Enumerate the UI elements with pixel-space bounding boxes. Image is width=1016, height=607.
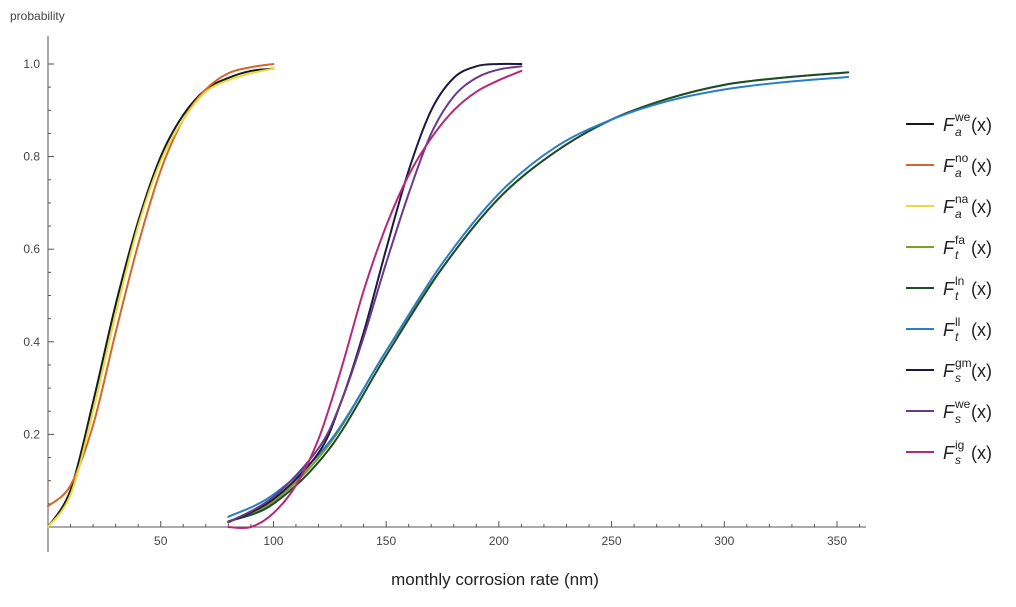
y-tick-label: 0.6 — [23, 242, 40, 256]
x-axis-title: monthly corrosion rate (nm) — [391, 570, 599, 589]
legend-label-sup: ln — [955, 274, 964, 288]
series-line-s-we — [227, 65, 523, 524]
x-tick-label: 50 — [154, 534, 168, 548]
legend-label-base: F — [943, 320, 955, 340]
x-tick-label: 300 — [714, 534, 734, 548]
x-tick-label: 150 — [376, 534, 396, 548]
legend-label-arg: (x) — [971, 115, 992, 135]
legend-label-base: F — [943, 443, 955, 463]
legend-label-base: F — [943, 402, 955, 422]
series-line-t-ll — [227, 75, 850, 518]
legend-label-sub: a — [955, 166, 962, 180]
series-line-a-no — [47, 63, 275, 508]
legend-label-arg: (x) — [971, 443, 992, 463]
series-line-t-fa — [227, 71, 850, 523]
legend-label-sub: s — [955, 412, 961, 426]
legend-label-sub: s — [955, 453, 961, 467]
legend-label-arg: (x) — [971, 279, 992, 299]
legend-label-base: F — [943, 197, 955, 217]
series-line-s-ig — [227, 69, 523, 530]
legend-label-arg: (x) — [971, 156, 992, 176]
legend-label-sup: ig — [955, 438, 964, 452]
legend-label-sub: t — [955, 330, 959, 344]
legend-label-base: F — [943, 115, 955, 135]
series-line-t-ln — [227, 71, 850, 523]
legend-label-sub: t — [955, 289, 959, 303]
legend-label-sub: t — [955, 248, 959, 262]
series-line-a-we — [47, 67, 275, 528]
y-tick-label: 0.8 — [23, 150, 40, 164]
series-lines — [47, 62, 850, 530]
legend-label-sub: s — [955, 371, 961, 385]
y-tick-label: 0.4 — [23, 335, 40, 349]
legend-label-base: F — [943, 279, 955, 299]
legend-label-base: F — [943, 156, 955, 176]
x-tick-label: 100 — [263, 534, 283, 548]
legend-label-sub: a — [955, 125, 962, 139]
y-tick-label: 1.0 — [23, 57, 40, 71]
legend-label-base: F — [943, 238, 955, 258]
legend-label-arg: (x) — [971, 402, 992, 422]
legend-label-sup: we — [954, 110, 971, 124]
legend-label-sup: gm — [955, 356, 972, 370]
x-tick-label: 250 — [602, 534, 622, 548]
legend-label-arg: (x) — [971, 320, 992, 340]
x-tick-label: 200 — [489, 534, 509, 548]
ticks: 50 100 150 200 250 300 350 0.2 0.4 0.6 0.8 1.0 — [23, 57, 861, 548]
legend-label-sup: na — [955, 192, 969, 206]
x-tick-label: 350 — [827, 534, 847, 548]
series-line-a-na — [47, 67, 275, 528]
legend-label-sup: we — [954, 397, 971, 411]
legend-label-sup: ll — [955, 315, 960, 329]
y-tick-label: 0.2 — [23, 427, 40, 441]
legend-label-arg: (x) — [971, 361, 992, 381]
legend-label-sup: no — [955, 151, 969, 165]
axes — [47, 36, 866, 552]
legend-label-arg: (x) — [971, 238, 992, 258]
legend-label-sup: fa — [955, 233, 965, 247]
series-line-s-gm — [227, 62, 523, 524]
legend-label-sub: a — [955, 207, 962, 221]
legend-label-base: F — [943, 361, 955, 381]
legend-label-arg: (x) — [971, 197, 992, 217]
y-axis-title: probability — [10, 9, 65, 23]
